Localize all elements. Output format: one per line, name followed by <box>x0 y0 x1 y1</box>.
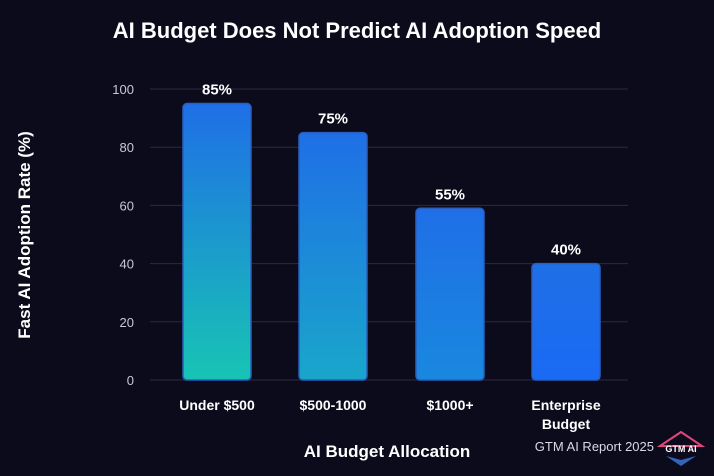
x-tick-label: Under $500 <box>179 397 255 413</box>
bars <box>182 102 601 381</box>
chart-title: AI Budget Does Not Predict AI Adoption S… <box>112 18 602 43</box>
gtm-ai-logo-icon: GTM AI <box>656 430 706 466</box>
y-tick-label: 40 <box>120 257 134 272</box>
labels: 0 20 40 60 80 100 85% Under $500 75% $500-1000 55%… <box>15 82 601 461</box>
data-label: 85% <box>202 82 232 99</box>
data-label: 75% <box>318 111 348 128</box>
y-axis-title: Fast AI Adoption Rate (%) <box>15 131 34 338</box>
y-tick-label: 60 <box>120 198 134 213</box>
report-watermark: GTM AI Report 2025 <box>534 439 654 454</box>
bar <box>182 102 252 381</box>
x-tick-label: $1000+ <box>426 397 473 413</box>
x-axis-title: AI Budget Allocation <box>304 442 471 461</box>
logo-text: GTM AI <box>665 444 696 454</box>
x-tick-label: Budget <box>542 416 591 432</box>
x-tick-label: $500-1000 <box>300 397 367 413</box>
x-tick-label: Enterprise <box>531 397 600 413</box>
y-tick-label: 100 <box>112 82 134 97</box>
y-tick-label: 0 <box>127 373 134 388</box>
y-tick-label: 20 <box>120 315 134 330</box>
bar <box>531 262 601 381</box>
y-tick-label: 80 <box>120 140 134 155</box>
data-label: 55% <box>435 186 465 203</box>
data-label: 40% <box>551 242 581 259</box>
bar <box>298 131 368 381</box>
bar <box>415 207 485 381</box>
